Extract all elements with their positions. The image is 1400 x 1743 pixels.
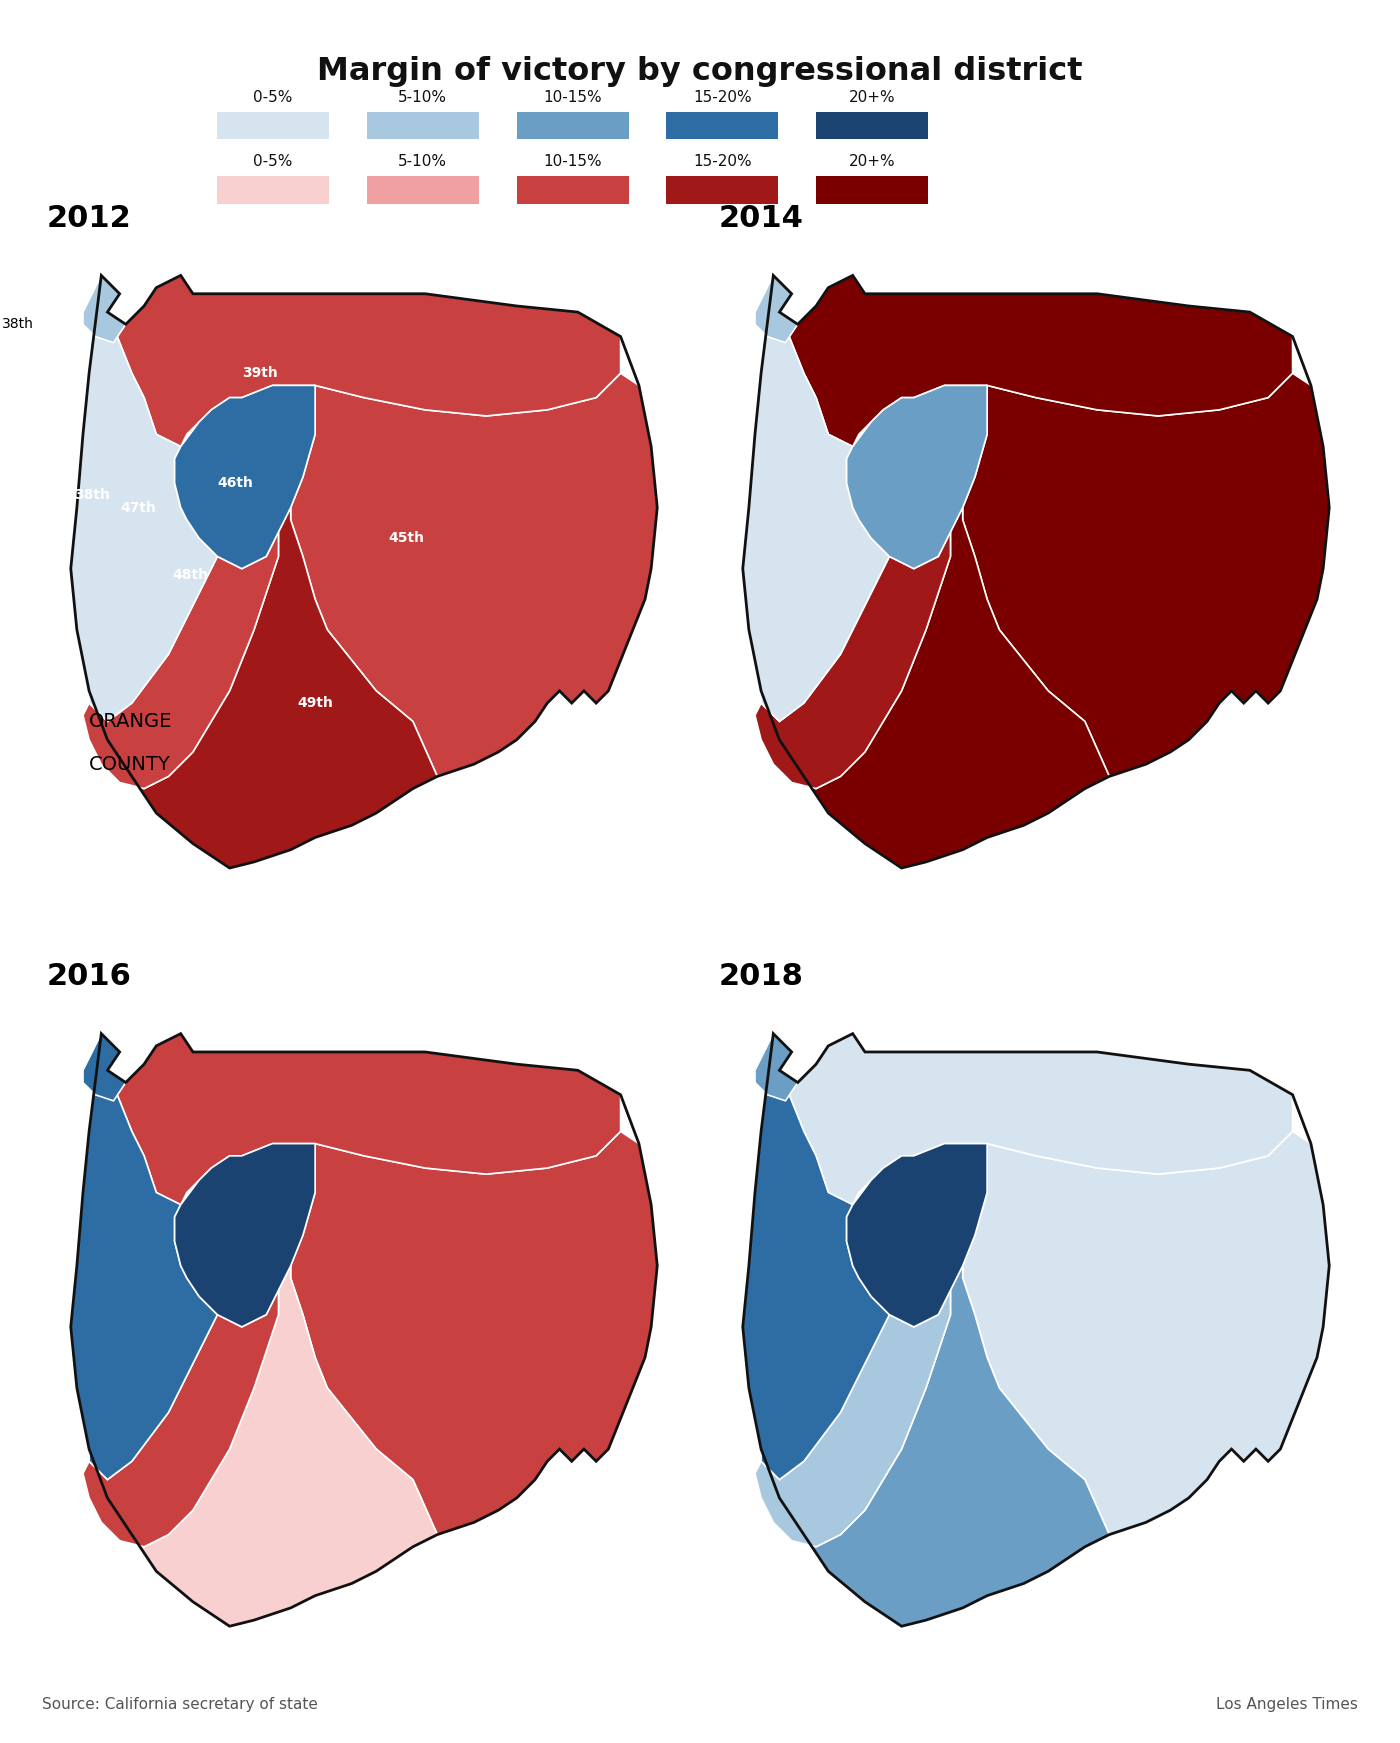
Polygon shape <box>963 373 1329 776</box>
Text: ORANGE: ORANGE <box>90 711 172 730</box>
Text: 15-20%: 15-20% <box>693 153 752 169</box>
Polygon shape <box>108 1034 620 1204</box>
Polygon shape <box>108 275 620 446</box>
Polygon shape <box>743 312 889 722</box>
Polygon shape <box>755 532 951 788</box>
Polygon shape <box>83 1034 126 1102</box>
Polygon shape <box>119 1265 437 1626</box>
Polygon shape <box>755 1290 951 1546</box>
Polygon shape <box>83 532 279 788</box>
Text: 45th: 45th <box>389 532 424 546</box>
Polygon shape <box>175 385 315 568</box>
Text: 39th: 39th <box>242 366 279 380</box>
Text: 38th: 38th <box>3 317 34 331</box>
Polygon shape <box>83 275 126 343</box>
Polygon shape <box>71 312 217 722</box>
Polygon shape <box>791 507 1109 868</box>
Polygon shape <box>963 1131 1329 1534</box>
Polygon shape <box>791 1265 1109 1626</box>
Polygon shape <box>119 507 437 868</box>
Text: 0-5%: 0-5% <box>253 89 293 105</box>
Text: 2016: 2016 <box>46 962 132 990</box>
Polygon shape <box>780 275 1292 446</box>
Text: 2018: 2018 <box>718 962 804 990</box>
Text: 10-15%: 10-15% <box>543 153 602 169</box>
Text: 2014: 2014 <box>718 204 804 232</box>
Text: COUNTY: COUNTY <box>90 755 171 774</box>
Polygon shape <box>291 373 657 776</box>
Text: 15-20%: 15-20% <box>693 89 752 105</box>
Text: Source: California secretary of state: Source: California secretary of state <box>42 1696 318 1712</box>
Polygon shape <box>755 1034 798 1102</box>
Text: 5-10%: 5-10% <box>399 153 448 169</box>
Polygon shape <box>71 1070 217 1480</box>
Text: 20+%: 20+% <box>848 153 896 169</box>
Text: 38th: 38th <box>74 488 111 502</box>
Polygon shape <box>847 1143 987 1326</box>
Text: 2012: 2012 <box>46 204 132 232</box>
Text: Los Angeles Times: Los Angeles Times <box>1217 1696 1358 1712</box>
Text: 0-5%: 0-5% <box>253 153 293 169</box>
Polygon shape <box>780 1034 1292 1204</box>
Polygon shape <box>175 1143 315 1326</box>
Text: 47th: 47th <box>120 500 155 514</box>
Polygon shape <box>755 275 798 343</box>
Text: 5-10%: 5-10% <box>399 89 448 105</box>
Text: Margin of victory by congressional district: Margin of victory by congressional distr… <box>318 56 1082 87</box>
Text: 49th: 49th <box>297 695 333 709</box>
Polygon shape <box>291 1131 657 1534</box>
Polygon shape <box>743 1070 889 1480</box>
Text: 48th: 48th <box>172 568 207 582</box>
Text: 10-15%: 10-15% <box>543 89 602 105</box>
Text: 20+%: 20+% <box>848 89 896 105</box>
Polygon shape <box>847 385 987 568</box>
Text: 46th: 46th <box>218 476 253 490</box>
Polygon shape <box>83 1290 279 1546</box>
